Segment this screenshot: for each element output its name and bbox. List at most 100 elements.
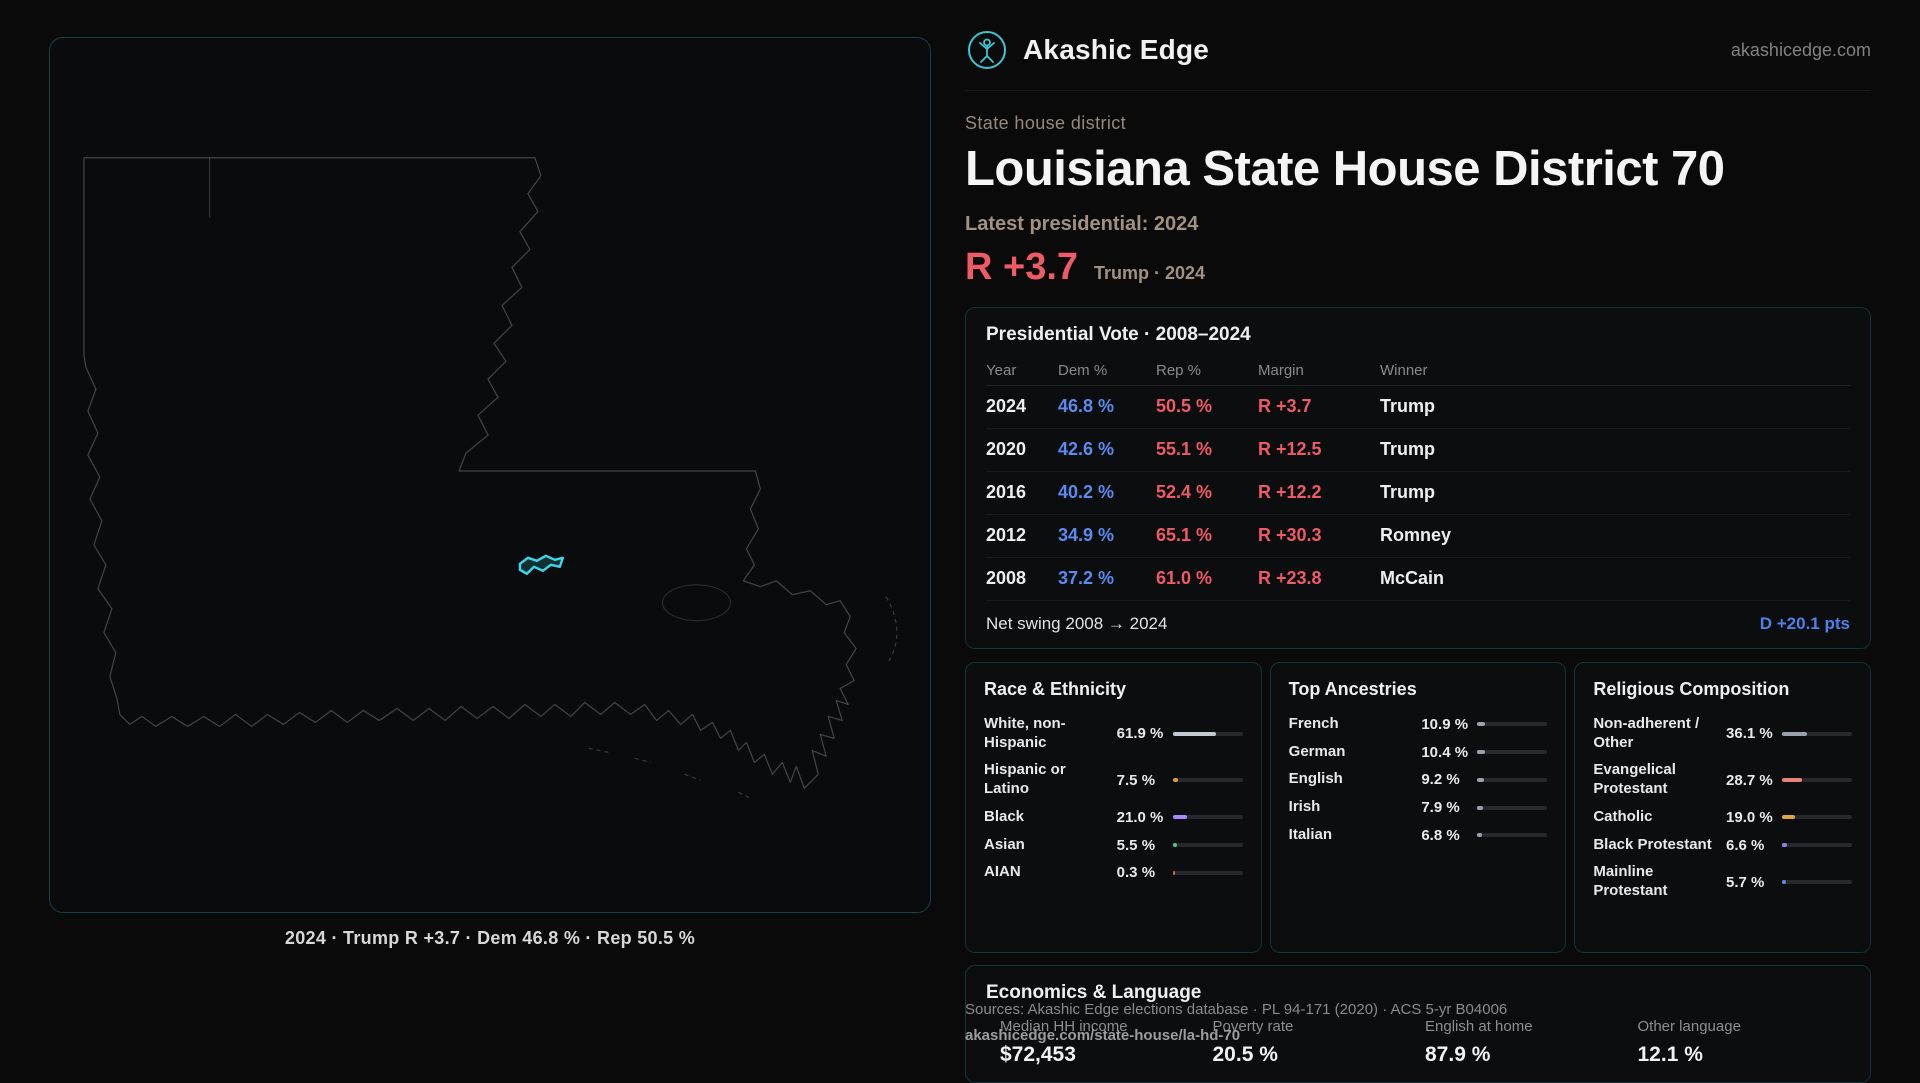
demo-row: White, non-Hispanic 61.9 % [984, 715, 1243, 753]
mini-bar [1477, 722, 1548, 727]
mini-bar [1172, 843, 1243, 847]
mini-bar [1172, 870, 1243, 875]
demo-row: Catholic 19.0 % [1593, 808, 1853, 827]
mini-bar [1782, 880, 1853, 885]
map-caption: 2024 · Trump R +3.7 · Dem 46.8 % · Rep 5… [284, 928, 696, 948]
mini-bar [1782, 815, 1853, 820]
vote-row-2008: 2008 37.2 % 61.0 % R +23.8 McCain [986, 558, 1850, 601]
lake-pontchartrain [662, 584, 732, 622]
margin-detail: Trump · 2024 [1094, 262, 1206, 283]
demo-row: Irish 7.9 % [1289, 798, 1548, 817]
net-swing-row: Net swing 2008 → 2024 D +20.1 pts [986, 601, 1850, 634]
year-cell: 2024 [986, 396, 1027, 417]
mini-bar [1477, 833, 1548, 838]
rep-cell: 50.5 % [1156, 396, 1213, 417]
dem-cell: 42.6 % [1058, 439, 1115, 460]
mini-bar [1477, 750, 1548, 754]
mini-bar [1172, 778, 1243, 783]
vote-row-2016: 2016 40.2 % 52.4 % R +12.2 Trump [986, 472, 1850, 515]
rep-cell: 61.0 % [1156, 568, 1213, 589]
winner-cell: McCain [1380, 568, 1445, 589]
margin-cell: R +12.2 [1258, 482, 1322, 503]
brand-name: Akashic Edge [1023, 34, 1210, 65]
mini-bar [1477, 805, 1548, 810]
demo-row: AIAN 0.3 % [984, 863, 1243, 882]
net-swing-label: Net swing 2008 → 2024 [986, 613, 1168, 633]
vote-row-2012: 2012 34.9 % 65.1 % R +30.3 Romney [986, 515, 1850, 558]
card-title: Race & Ethnicity [984, 678, 1127, 699]
col-margin: Margin [1258, 361, 1304, 379]
stat-english-at-home: English at home 87.9 % [1425, 1017, 1533, 1066]
col-dem: Dem % [1058, 361, 1108, 379]
demographics-row: Race & Ethnicity White, non-Hispanic 61.… [965, 661, 1872, 953]
rep-cell: 55.1 % [1156, 439, 1213, 460]
demo-row: Non-adherent / Other 36.1 % [1593, 715, 1853, 753]
card-title: Religious Composition [1593, 678, 1790, 699]
religious-composition-card: Religious Composition Non-adherent / Oth… [1574, 661, 1872, 953]
demo-row: German 10.4 % [1289, 743, 1548, 762]
demo-row: Black Protestant 6.6 % [1593, 836, 1853, 855]
mini-bar [1782, 731, 1853, 736]
margin-value: R +3.7 [965, 245, 1079, 288]
demo-row: Italian 6.8 % [1289, 826, 1548, 845]
card-title: Economics & Language [986, 981, 1202, 1003]
demo-row: Asian 5.5 % [984, 836, 1243, 855]
stat-median-income: Median HH income $72,453 [1000, 1017, 1128, 1066]
demo-row: French 10.9 % [1289, 715, 1548, 734]
year-cell: 2020 [986, 439, 1027, 460]
year-cell: 2012 [986, 525, 1027, 546]
mini-bar [1477, 777, 1548, 782]
detail-column: Akashic Edge akashicedge.com State house… [965, 28, 1872, 1083]
winner-cell: Romney [1380, 525, 1452, 546]
winner-cell: Trump [1380, 396, 1436, 417]
site-header: Akashic Edge akashicedge.com [965, 28, 1871, 91]
race-ethnicity-card: Race & Ethnicity White, non-Hispanic 61.… [965, 661, 1262, 953]
page-title: Louisiana State House District 70 [965, 142, 1725, 196]
net-swing-value: D +20.1 pts [1759, 613, 1850, 633]
rep-cell: 65.1 % [1156, 525, 1213, 546]
vote-row-2020: 2020 42.6 % 55.1 % R +12.5 Trump [986, 429, 1850, 472]
mini-bar [1172, 815, 1243, 820]
dem-cell: 34.9 % [1058, 525, 1115, 546]
vote-row-2024: 2024 46.8 % 50.5 % R +3.7 Trump [986, 386, 1850, 429]
mini-bar [1782, 778, 1853, 783]
margin-cell: R +23.8 [1258, 568, 1322, 589]
dem-cell: 46.8 % [1058, 396, 1115, 417]
vote-table-header: Year Dem % Rep % Margin Winner [986, 356, 1850, 386]
demo-row: Black 21.0 % [984, 808, 1243, 827]
demo-row: Hispanic or Latino 7.5 % [984, 761, 1243, 799]
col-year: Year [986, 361, 1017, 379]
headline-margin: R +3.7 Trump · 2024 [965, 246, 1871, 289]
economics-language-card: Economics & Language Median HH income $7… [965, 964, 1871, 1083]
stat-poverty-rate: Poverty rate 20.5 % [1212, 1017, 1294, 1066]
stat-other-language: Other language 12.1 % [1637, 1017, 1741, 1066]
latest-presidential-label: Latest presidential: 2024 [965, 212, 1199, 235]
district-map-panel [49, 37, 931, 913]
barrier-islands [588, 596, 898, 799]
district-type-eyebrow: State house district [965, 113, 1127, 133]
demo-row: Mainline Protestant 5.7 % [1593, 863, 1853, 901]
vote-table: Year Dem % Rep % Margin Winner 2024 46.8… [986, 356, 1850, 601]
permalink[interactable]: akashicedge.com/state-house/la-hd-70 [965, 1027, 1241, 1044]
year-cell: 2008 [986, 568, 1027, 589]
louisiana-map [83, 157, 898, 799]
page-footer: Sources: Akashic Edge elections database… [965, 1001, 1507, 1045]
presidential-vote-card: Presidential Vote · 2008–2024 Year Dem %… [965, 306, 1871, 649]
winner-cell: Trump [1380, 439, 1436, 460]
mini-bar [1782, 843, 1853, 847]
year-cell: 2016 [986, 482, 1027, 503]
margin-cell: R +12.5 [1258, 439, 1322, 460]
col-rep: Rep % [1156, 361, 1202, 379]
rep-cell: 52.4 % [1156, 482, 1213, 503]
demo-row: English 9.2 % [1289, 770, 1548, 789]
margin-cell: R +3.7 [1258, 396, 1312, 417]
economics-stats: Median HH income $72,453 Poverty rate 20… [986, 1018, 1850, 1067]
card-title: Top Ancestries [1288, 678, 1417, 699]
mini-bar [1172, 731, 1243, 736]
site-domain-link[interactable]: akashicedge.com [1730, 39, 1871, 60]
dem-cell: 40.2 % [1058, 482, 1115, 503]
col-winner: Winner [1380, 361, 1428, 379]
margin-cell: R +30.3 [1258, 525, 1322, 546]
louisiana-outline [83, 157, 857, 789]
dem-cell: 37.2 % [1058, 568, 1115, 589]
